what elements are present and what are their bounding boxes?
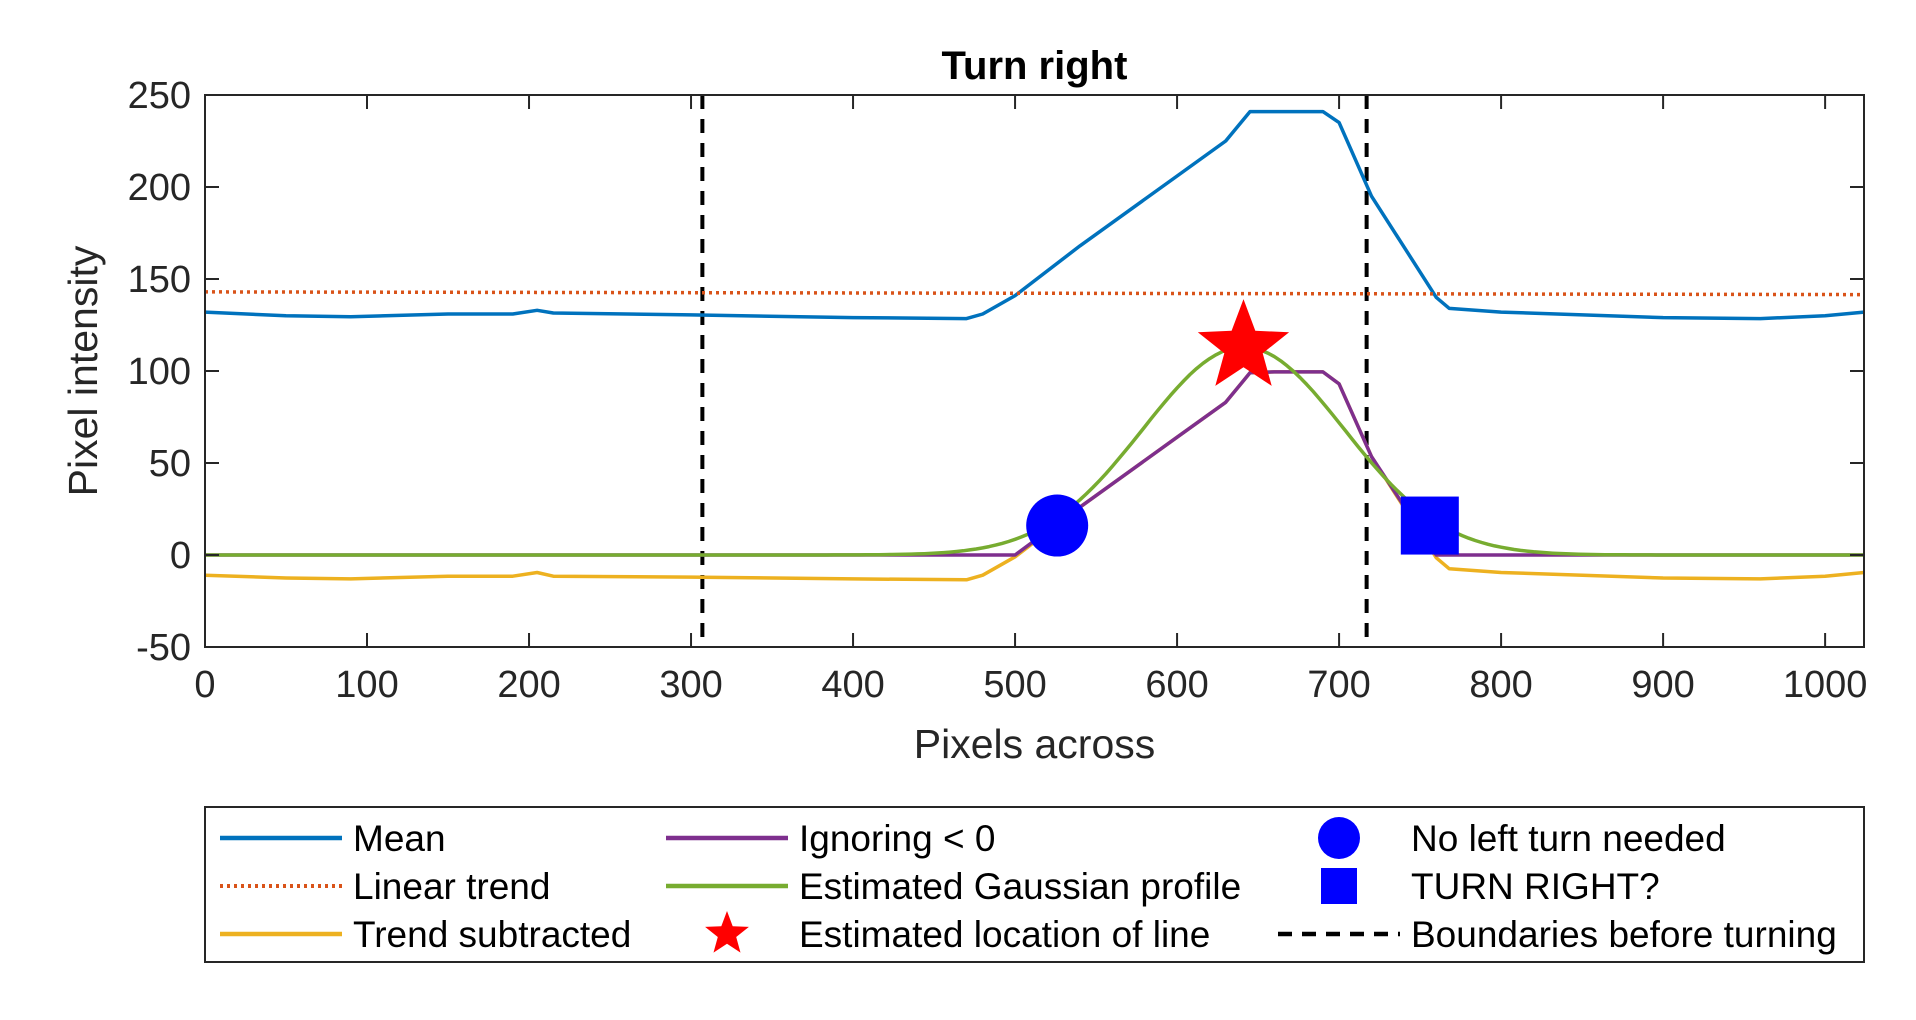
legend-label: Ignoring < 0 [799,818,995,859]
legend-item-linear-trend: Linear trend [220,866,550,907]
legend-item-estimated-gaussian-profile: Estimated Gaussian profile [666,866,1241,907]
y-tick-label: 250 [128,75,191,117]
legend-label: TURN RIGHT? [1411,866,1660,907]
legend-swatch [705,911,749,953]
legend: Mean Ignoring < 0 No left turn needed Linea… [204,806,1865,963]
legend-label: Mean [353,818,446,859]
x-tick-label: 200 [497,664,560,706]
x-axis-label: Pixels across [914,721,1156,767]
legend-item-trend-subtracted: Trend subtracted [220,914,631,955]
chart-title: Turn right [942,44,1128,88]
x-tick-label: 700 [1307,664,1370,706]
plot-area: 0 100 200 300 400 500 600 700 800 900 1000-5005010… [128,75,1868,706]
legend-label: Estimated location of line [799,914,1210,955]
y-tick-label: 0 [170,535,191,577]
legend-item-turn-right: TURN RIGHT? [1321,866,1660,907]
marker-no-left-turn-needed [1026,494,1089,557]
x-tick-label: 300 [659,664,722,706]
y-tick-label: 100 [128,351,191,393]
x-tick-label: 900 [1631,664,1694,706]
legend-item-no-left-turn-needed: No left turn needed [1318,817,1726,859]
legend-label: Estimated Gaussian profile [799,866,1241,907]
legend-label: Trend subtracted [353,914,631,955]
y-tick-label: 150 [128,259,191,301]
legend-label: Linear trend [353,866,550,907]
x-tick-label: 1000 [1783,664,1868,706]
y-tick-label: -50 [136,627,191,669]
legend-swatch [1318,817,1360,859]
legend-items: Mean Ignoring < 0 No left turn needed Linea… [220,817,1837,955]
legend-swatch [1321,868,1357,904]
y-axis-label: Pixel intensity [60,245,106,496]
legend-box [204,806,1865,963]
series-line-mean [204,109,1865,321]
y-tick-label: 50 [149,443,191,485]
marker-turn-right [1400,496,1459,555]
x-tick-label: 0 [194,664,215,706]
data-layer [204,95,1865,647]
legend-label: No left turn needed [1411,818,1726,859]
x-tick-label: 600 [1145,664,1208,706]
axes-background [205,95,1864,647]
legend-item-mean: Mean [220,818,446,859]
legend-item-ignoring-0: Ignoring < 0 [666,818,995,859]
y-tick-label: 200 [128,167,191,209]
tick-layer: 0 100 200 300 400 500 600 700 800 900 1000-5005010… [128,75,1868,706]
legend-item-boundaries-before-turning: Boundaries before turning [1278,914,1837,955]
legend-item-estimated-location-of-line: Estimated location of line [705,911,1210,955]
legend-label: Boundaries before turning [1411,914,1837,955]
x-tick-label: 100 [335,664,398,706]
x-tick-label: 400 [821,664,884,706]
marker-estimated-location-of-line [1197,299,1290,386]
x-tick-label: 500 [983,664,1046,706]
x-tick-label: 800 [1469,664,1532,706]
